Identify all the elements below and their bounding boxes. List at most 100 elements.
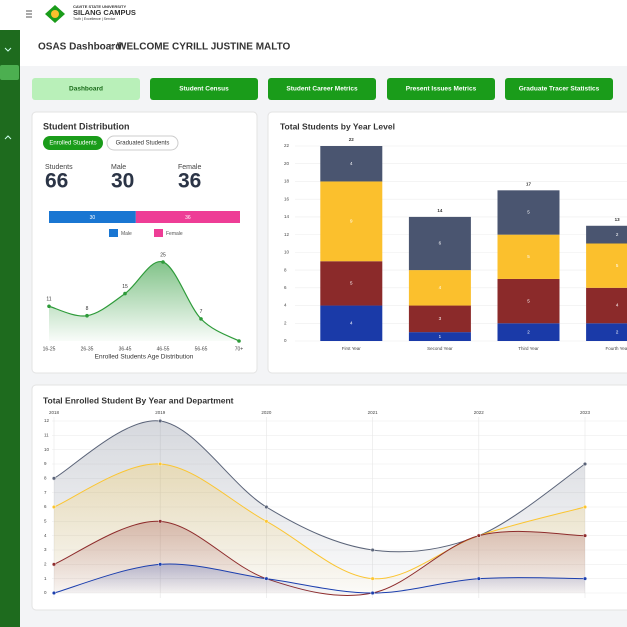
line (53, 463, 586, 580)
legend-label: Male (121, 231, 132, 237)
line (53, 563, 586, 594)
value-label: 5 (350, 281, 353, 286)
bar-segment (320, 261, 383, 306)
value-label: 3 (439, 316, 442, 321)
point (370, 591, 375, 596)
breadcrumb[interactable]: OSAS Dashboard (38, 42, 121, 53)
point (476, 576, 481, 581)
y-tick-label: 6 (284, 285, 287, 290)
area (49, 261, 239, 341)
sidebar-active[interactable] (0, 65, 19, 80)
total-label: 14 (437, 208, 443, 213)
point (52, 562, 57, 567)
y-tick-label: 4 (44, 533, 47, 538)
y-tick-label: 6 (44, 504, 47, 509)
breadcrumb-separator (109, 43, 114, 51)
point (47, 304, 51, 309)
value-label: 25 (160, 252, 166, 258)
x-tick-label: 36-45 (119, 346, 132, 352)
menu-icon[interactable] (26, 10, 32, 18)
total-label: 13 (615, 217, 621, 222)
value-label: 1 (439, 334, 442, 339)
point (370, 548, 375, 553)
point (52, 505, 57, 510)
bar-segment (586, 323, 627, 341)
value-label: 5 (616, 263, 619, 268)
bar-segment (586, 225, 627, 244)
stat-value: 36 (178, 170, 201, 193)
stat-value: 30 (111, 170, 134, 193)
y-tick-label: 14 (284, 214, 290, 219)
value-label: 36 (185, 215, 191, 221)
value-label: 6 (439, 241, 442, 246)
nav-label[interactable]: Student Census (179, 86, 229, 93)
legend-label: Female (166, 231, 183, 237)
nav-label[interactable]: Graduate Tracer Statistics (519, 86, 600, 93)
value-label: 2 (527, 329, 530, 334)
bar-segment (320, 181, 383, 262)
value-label: 5 (527, 298, 530, 303)
tab-label[interactable]: Graduated Students (116, 141, 170, 147)
point (583, 462, 588, 467)
nav-label[interactable]: Present Issues Metrics (406, 86, 477, 93)
tab-label[interactable]: Enrolled Students (49, 141, 96, 147)
value-label: 2 (616, 329, 619, 334)
y-tick-label: 12 (44, 418, 50, 423)
value-label: 5 (527, 210, 530, 215)
nav-label[interactable]: Student Career Metrics (286, 86, 358, 93)
line (48, 261, 240, 342)
value-label: 2 (616, 232, 619, 237)
bar-segment (408, 216, 471, 271)
chart-title: Total Students by Year Level (280, 121, 395, 131)
nav-button[interactable] (505, 78, 613, 100)
legend-swatch (154, 229, 163, 237)
bar-segment (586, 287, 627, 324)
y-tick-label: 8 (44, 476, 47, 481)
bar-segment (408, 305, 471, 333)
breadcrumb-bar (20, 30, 627, 66)
x-tick-label: 2021 (368, 410, 379, 415)
bar-segment (49, 211, 136, 223)
y-tick-label: 11 (44, 433, 49, 438)
tab[interactable] (43, 136, 103, 150)
point (52, 591, 57, 596)
y-tick-label: 7 (44, 490, 47, 495)
bar-segment (586, 243, 627, 288)
value-label: 4 (350, 161, 353, 166)
x-tick-label: 2023 (580, 410, 591, 415)
point (158, 419, 163, 424)
point (264, 576, 269, 581)
x-tick-label: First Year (342, 346, 362, 351)
point (85, 313, 89, 318)
nav-button[interactable] (387, 78, 495, 100)
point (158, 562, 163, 567)
y-tick-label: 20 (284, 161, 290, 166)
nav-button[interactable] (32, 78, 140, 100)
x-tick-label: 46-55 (157, 346, 170, 352)
x-tick-label: 2019 (155, 410, 166, 415)
sidebar-chevron[interactable] (4, 47, 12, 52)
tab[interactable] (106, 135, 179, 151)
sidebar-chevron[interactable] (4, 135, 12, 140)
point (158, 519, 163, 524)
y-tick-label: 22 (284, 143, 290, 148)
y-tick-label: 4 (284, 303, 287, 308)
y-tick-label: 10 (284, 250, 290, 255)
y-tick-label: 18 (284, 179, 290, 184)
y-tick-label: 8 (284, 267, 287, 272)
point (52, 476, 57, 481)
value-label: 15 (122, 284, 128, 290)
bar-segment (135, 211, 240, 223)
nav-button[interactable] (150, 78, 258, 100)
point (123, 291, 127, 296)
line (53, 420, 586, 553)
nav-button[interactable] (268, 78, 376, 100)
bar-segment (497, 323, 560, 341)
y-tick-label: 0 (44, 590, 47, 595)
y-tick-label: 9 (44, 461, 47, 466)
nav-label[interactable]: Dashboard (69, 86, 103, 93)
x-tick-label: 26-35 (81, 346, 94, 352)
value-label: 11 (46, 297, 51, 303)
point (370, 576, 375, 581)
